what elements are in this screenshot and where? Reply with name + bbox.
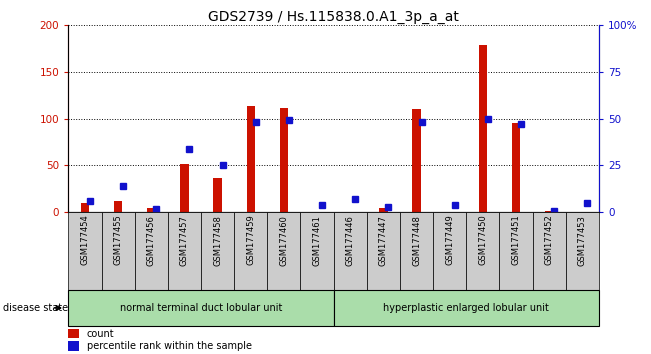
Bar xyxy=(68,341,79,351)
Bar xyxy=(68,329,79,338)
Bar xyxy=(412,109,421,212)
FancyBboxPatch shape xyxy=(334,290,599,326)
Bar xyxy=(114,201,122,212)
FancyBboxPatch shape xyxy=(433,212,466,290)
FancyBboxPatch shape xyxy=(334,212,367,290)
Text: GSM177449: GSM177449 xyxy=(445,215,454,266)
Text: GSM177458: GSM177458 xyxy=(213,215,222,266)
FancyBboxPatch shape xyxy=(201,212,234,290)
Text: count: count xyxy=(87,329,115,339)
Text: GSM177446: GSM177446 xyxy=(346,215,355,266)
FancyBboxPatch shape xyxy=(268,212,301,290)
Text: GSM177459: GSM177459 xyxy=(246,215,255,266)
Text: GSM177453: GSM177453 xyxy=(578,215,587,266)
Bar xyxy=(247,107,255,212)
Text: GSM177447: GSM177447 xyxy=(379,215,388,266)
Text: GSM177460: GSM177460 xyxy=(279,215,288,266)
Title: GDS2739 / Hs.115838.0.A1_3p_a_at: GDS2739 / Hs.115838.0.A1_3p_a_at xyxy=(208,10,459,24)
Bar xyxy=(512,123,520,212)
Bar xyxy=(81,203,89,212)
Text: GSM177456: GSM177456 xyxy=(146,215,156,266)
FancyBboxPatch shape xyxy=(533,212,566,290)
Text: GSM177452: GSM177452 xyxy=(545,215,554,266)
FancyBboxPatch shape xyxy=(135,212,168,290)
Text: GSM177450: GSM177450 xyxy=(478,215,488,266)
Bar xyxy=(478,45,487,212)
Bar xyxy=(545,211,553,212)
Text: GSM177448: GSM177448 xyxy=(412,215,421,266)
Bar xyxy=(147,208,156,212)
Text: hyperplastic enlarged lobular unit: hyperplastic enlarged lobular unit xyxy=(383,303,549,313)
Bar xyxy=(280,108,288,212)
Text: GSM177455: GSM177455 xyxy=(113,215,122,266)
Text: disease state: disease state xyxy=(3,303,68,313)
FancyBboxPatch shape xyxy=(68,290,334,326)
FancyBboxPatch shape xyxy=(234,212,268,290)
Bar xyxy=(180,164,189,212)
Text: GSM177461: GSM177461 xyxy=(312,215,322,266)
FancyBboxPatch shape xyxy=(301,212,334,290)
FancyBboxPatch shape xyxy=(466,212,499,290)
Text: normal terminal duct lobular unit: normal terminal duct lobular unit xyxy=(120,303,282,313)
Bar xyxy=(380,208,387,212)
FancyBboxPatch shape xyxy=(68,212,102,290)
FancyBboxPatch shape xyxy=(102,212,135,290)
FancyBboxPatch shape xyxy=(499,212,533,290)
Text: GSM177457: GSM177457 xyxy=(180,215,189,266)
Text: GSM177454: GSM177454 xyxy=(81,215,89,266)
FancyBboxPatch shape xyxy=(168,212,201,290)
FancyBboxPatch shape xyxy=(367,212,400,290)
Text: GSM177451: GSM177451 xyxy=(512,215,521,266)
FancyBboxPatch shape xyxy=(566,212,599,290)
Text: percentile rank within the sample: percentile rank within the sample xyxy=(87,341,252,352)
Bar xyxy=(214,178,222,212)
FancyBboxPatch shape xyxy=(400,212,433,290)
